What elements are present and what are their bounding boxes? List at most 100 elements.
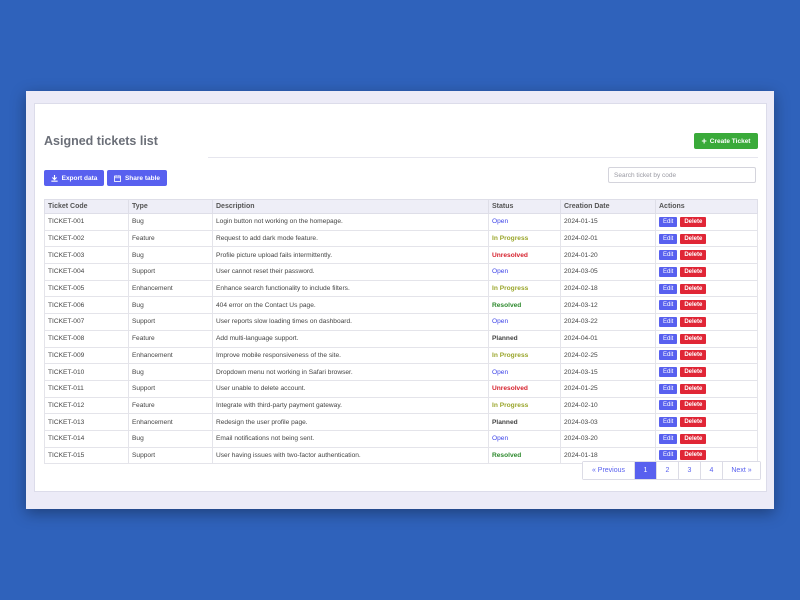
delete-button[interactable]: Delete [680,333,707,344]
page-button-2[interactable]: 2 [657,462,679,479]
ticket-type: Support [128,446,213,465]
table-row: TICKET-002 Feature Request to add dark mod… [44,229,758,248]
delete-button[interactable]: Delete [680,233,707,244]
delete-button[interactable]: Delete [680,216,707,227]
ticket-code: TICKET-004 [44,263,129,281]
table-row: TICKET-008 Feature Add multi-language supp… [44,329,758,348]
create-ticket-button[interactable]: + Create Ticket [694,133,758,149]
share-table-button[interactable]: Share table [107,170,167,186]
table-row: TICKET-006 Bug 404 error on the Contact Us… [44,296,758,315]
plus-icon: + [701,135,707,146]
row-actions: Edit Delete [655,279,758,298]
ticket-type: Enhancement [128,346,213,365]
delete-button[interactable]: Delete [680,367,707,378]
creation-date: 2024-03-15 [560,363,656,381]
ticket-description: Login button not working on the homepage… [212,213,489,231]
ticket-description: User having issues with two-factor authe… [212,446,489,465]
ticket-code: TICKET-011 [44,379,129,398]
delete-button[interactable]: Delete [680,250,707,261]
ticket-code: TICKET-001 [44,213,129,231]
export-data-button[interactable]: Export data [44,170,104,186]
edit-button[interactable]: Edit [659,283,678,294]
edit-button[interactable]: Edit [659,250,678,261]
delete-button[interactable]: Delete [680,266,707,277]
table-row: TICKET-012 Feature Integrate with third-pa… [44,396,758,415]
ticket-type: Support [128,313,213,331]
edit-button[interactable]: Edit [659,350,678,361]
table-row: TICKET-010 Bug Dropdown menu not working i… [44,363,758,381]
edit-button[interactable]: Edit [659,383,678,394]
ticket-code: TICKET-008 [44,329,129,348]
row-actions: Edit Delete [655,413,758,431]
table-row: TICKET-003 Bug Profile picture upload fail… [44,246,758,265]
page-button-1[interactable]: 1 [635,462,657,479]
status-badge: Resolved [488,446,561,465]
ticket-type: Feature [128,229,213,248]
create-ticket-label: Create Ticket [709,137,751,145]
ticket-code: TICKET-006 [44,296,129,315]
status-badge: Open [488,263,561,281]
creation-date: 2024-01-20 [560,246,656,265]
export-data-label: Export data [61,174,98,182]
ticket-code: TICKET-002 [44,229,129,248]
creation-date: 2024-02-25 [560,346,656,365]
previous-page-button[interactable]: « Previous [583,462,635,479]
status-badge: In Progress [488,346,561,365]
search-input[interactable] [608,167,756,183]
table-row: TICKET-007 Support User reports slow loadi… [44,313,758,331]
edit-button[interactable]: Edit [659,316,678,327]
app-window: Asigned tickets list + Create Ticket Exp… [26,91,774,509]
delete-button[interactable]: Delete [680,350,707,361]
edit-button[interactable]: Edit [659,333,678,344]
delete-button[interactable]: Delete [680,400,707,411]
page-button-4[interactable]: 4 [701,462,723,479]
page-button-3[interactable]: 3 [679,462,701,479]
edit-button[interactable]: Edit [659,367,678,378]
table-row: TICKET-013 Enhancement Redesign the user p… [44,413,758,431]
edit-button[interactable]: Edit [659,433,678,444]
ticket-code: TICKET-003 [44,246,129,265]
delete-button[interactable]: Delete [680,450,707,461]
status-badge: Open [488,313,561,331]
row-actions: Edit Delete [655,229,758,248]
calendar-share-icon [114,174,121,182]
delete-button[interactable]: Delete [680,283,707,294]
table-row: TICKET-004 Support User cannot reset their… [44,263,758,281]
edit-button[interactable]: Edit [659,400,678,411]
delete-button[interactable]: Delete [680,316,707,327]
delete-button[interactable]: Delete [680,383,707,394]
ticket-code: TICKET-013 [44,413,129,431]
edit-button[interactable]: Edit [659,266,678,277]
edit-button[interactable]: Edit [659,300,678,311]
ticket-type: Bug [128,213,213,231]
edit-button[interactable]: Edit [659,216,678,227]
ticket-description: Request to add dark mode feature. [212,229,489,248]
delete-button[interactable]: Delete [680,300,707,311]
creation-date: 2024-02-10 [560,396,656,415]
ticket-description: User cannot reset their password. [212,263,489,281]
delete-button[interactable]: Delete [680,433,707,444]
table-row: TICKET-011 Support User unable to delete a… [44,379,758,398]
next-page-button[interactable]: Next » [723,462,760,479]
status-badge: Planned [488,329,561,348]
delete-button[interactable]: Delete [680,417,707,428]
ticket-type: Feature [128,396,213,415]
pagination: « Previous 1 2 3 4 Next » [582,461,761,480]
ticket-description: Email notifications not being sent. [212,429,489,448]
status-badge: Open [488,363,561,381]
ticket-type: Support [128,379,213,398]
row-actions: Edit Delete [655,246,758,265]
edit-button[interactable]: Edit [659,233,678,244]
edit-button[interactable]: Edit [659,417,678,428]
ticket-description: Redesign the user profile page. [212,413,489,431]
table-row: TICKET-015 Support User having issues with… [44,446,758,465]
creation-date: 2024-03-20 [560,429,656,448]
ticket-description: Enhance search functionality to include … [212,279,489,298]
header-type: Type [128,199,213,214]
status-badge: Resolved [488,296,561,315]
table-row: TICKET-001 Bug Login button not working on… [44,213,758,231]
ticket-code: TICKET-010 [44,363,129,381]
download-icon [50,174,58,182]
tickets-table: Ticket Code Type Description Status Crea… [44,199,758,465]
edit-button[interactable]: Edit [659,450,678,461]
